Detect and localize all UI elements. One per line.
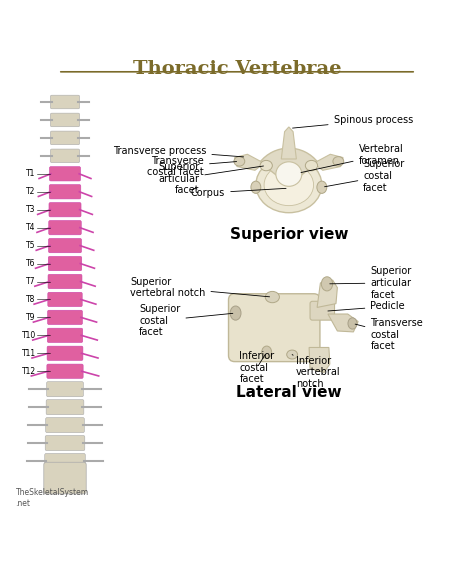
- Text: T2: T2: [27, 187, 36, 196]
- FancyBboxPatch shape: [45, 453, 85, 468]
- Text: Spinous process: Spinous process: [292, 115, 413, 128]
- Text: Transverse process: Transverse process: [113, 145, 244, 157]
- Text: Corpus: Corpus: [191, 188, 286, 198]
- Text: T11: T11: [22, 349, 36, 358]
- Text: T10: T10: [21, 331, 36, 340]
- FancyBboxPatch shape: [46, 400, 84, 415]
- Polygon shape: [309, 347, 330, 373]
- Ellipse shape: [321, 277, 333, 291]
- Polygon shape: [328, 314, 358, 332]
- Text: T12: T12: [22, 367, 36, 376]
- FancyBboxPatch shape: [50, 95, 80, 109]
- Text: T9: T9: [26, 313, 36, 322]
- Text: Inferior
vertebral
notch: Inferior vertebral notch: [292, 355, 340, 389]
- FancyBboxPatch shape: [49, 185, 81, 199]
- Ellipse shape: [230, 306, 241, 320]
- Text: Inferior
costal
facet: Inferior costal facet: [239, 351, 274, 385]
- Ellipse shape: [234, 157, 245, 166]
- Text: Lateral view: Lateral view: [236, 385, 342, 400]
- Ellipse shape: [262, 346, 272, 358]
- Text: Superior
articular
facet: Superior articular facet: [330, 266, 411, 300]
- Text: Superior view: Superior view: [229, 227, 348, 242]
- FancyBboxPatch shape: [47, 328, 82, 342]
- Ellipse shape: [264, 164, 314, 205]
- FancyBboxPatch shape: [47, 310, 82, 324]
- Wedge shape: [260, 148, 318, 185]
- Ellipse shape: [276, 162, 302, 186]
- Text: T5: T5: [26, 241, 36, 250]
- Ellipse shape: [287, 350, 298, 359]
- FancyBboxPatch shape: [49, 167, 81, 181]
- Ellipse shape: [305, 160, 318, 171]
- Ellipse shape: [317, 181, 327, 193]
- Text: Superior
articular
facet: Superior articular facet: [158, 162, 264, 195]
- Text: T4: T4: [26, 223, 36, 232]
- FancyBboxPatch shape: [48, 292, 82, 307]
- Text: Pedicle: Pedicle: [328, 301, 405, 311]
- FancyBboxPatch shape: [50, 113, 80, 127]
- FancyBboxPatch shape: [50, 149, 80, 163]
- Ellipse shape: [348, 318, 357, 329]
- FancyBboxPatch shape: [49, 221, 81, 235]
- Polygon shape: [235, 154, 263, 170]
- Text: TheSkeletalSystem
.net: TheSkeletalSystem .net: [16, 488, 89, 508]
- Text: Transverse
costal facet: Transverse costal facet: [147, 156, 237, 177]
- Text: T6: T6: [26, 259, 36, 268]
- Ellipse shape: [251, 181, 261, 193]
- FancyBboxPatch shape: [50, 131, 80, 145]
- FancyBboxPatch shape: [47, 346, 83, 360]
- FancyBboxPatch shape: [44, 462, 86, 494]
- Ellipse shape: [256, 157, 322, 213]
- Polygon shape: [317, 280, 337, 307]
- Ellipse shape: [333, 157, 344, 166]
- Ellipse shape: [260, 160, 273, 171]
- Text: Thoracic Vertebrae: Thoracic Vertebrae: [133, 60, 341, 78]
- Text: T3: T3: [26, 205, 36, 214]
- FancyBboxPatch shape: [46, 418, 84, 432]
- FancyBboxPatch shape: [48, 256, 82, 271]
- Text: T8: T8: [27, 295, 36, 304]
- FancyBboxPatch shape: [49, 203, 81, 217]
- Text: T1: T1: [27, 169, 36, 178]
- Text: Transverse
costal
facet: Transverse costal facet: [355, 318, 423, 351]
- Text: Superior
costal
facet: Superior costal facet: [325, 159, 404, 193]
- Ellipse shape: [265, 292, 279, 303]
- FancyBboxPatch shape: [48, 274, 82, 289]
- Text: T7: T7: [26, 277, 36, 286]
- Polygon shape: [281, 127, 296, 159]
- Text: Superior
costal
facet: Superior costal facet: [139, 304, 233, 337]
- FancyBboxPatch shape: [228, 294, 320, 361]
- FancyBboxPatch shape: [310, 301, 335, 320]
- Text: Vertebral
foramen: Vertebral foramen: [301, 145, 403, 172]
- FancyBboxPatch shape: [46, 382, 83, 397]
- Polygon shape: [315, 154, 343, 170]
- FancyBboxPatch shape: [47, 364, 83, 378]
- Text: Superior
vertebral notch: Superior vertebral notch: [130, 277, 270, 298]
- FancyBboxPatch shape: [48, 239, 82, 253]
- FancyBboxPatch shape: [45, 436, 85, 450]
